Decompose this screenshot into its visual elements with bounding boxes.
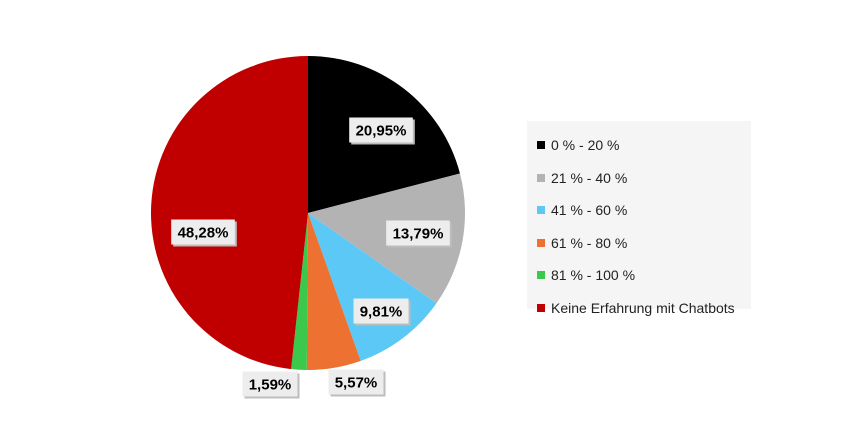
- legend-label-41-60: 41 % - 60 %: [551, 202, 628, 219]
- legend-item-21-40: 21 % - 40 %: [537, 162, 751, 195]
- legend: 0 % - 20 % 21 % - 40 % 41 % - 60 % 61 % …: [527, 121, 751, 316]
- legend-label-21-40: 21 % - 40 %: [551, 169, 628, 186]
- legend-item-81-100: 81 % - 100 %: [537, 259, 751, 292]
- legend-swatch-81-100: [537, 271, 545, 280]
- data-label-text-0-20: 20,95%: [356, 123, 407, 140]
- legend-item-41-60: 41 % - 60 %: [537, 194, 751, 227]
- legend-swatch-0-20: [537, 141, 545, 150]
- pie-slices: [150, 55, 466, 371]
- data-label-81-100: 1,59%: [242, 371, 300, 399]
- legend-label-0-20: 0 % - 20 %: [551, 137, 620, 154]
- data-label-keine-erfahrung-mit-chatbots: 48,28%: [171, 219, 237, 247]
- pie-slice-81-100: [291, 213, 308, 370]
- data-labels: 20,95% 13,79% 9,81% 5,57% 1,59% 48,28%: [171, 117, 452, 399]
- data-label-text-61-80: 5,57%: [335, 375, 378, 392]
- data-label-41-60: 9,81%: [353, 298, 411, 326]
- pie-slice-keine-erfahrung-mit-chatbots: [150, 55, 308, 370]
- legend-item-0-20: 0 % - 20 %: [537, 129, 751, 162]
- legend-swatch-keine-erfahrung: [537, 303, 545, 312]
- legend-swatch-61-80: [537, 238, 545, 247]
- legend-label-keine-erfahrung: Keine Erfahrung mit Chatbots: [551, 299, 735, 316]
- data-label-text-81-100: 1,59%: [249, 377, 292, 394]
- data-label-61-80: 5,57%: [328, 369, 386, 397]
- legend-swatch-21-40: [537, 173, 545, 182]
- data-label-text-keine-erfahrung-mit-chatbots: 48,28%: [178, 225, 229, 242]
- legend-item-61-80: 61 % - 80 %: [537, 227, 751, 260]
- data-label-21-40: 13,79%: [386, 220, 452, 248]
- legend-label-81-100: 81 % - 100 %: [551, 267, 636, 284]
- pie-slice-61-80: [306, 213, 361, 371]
- data-label-text-41-60: 9,81%: [360, 304, 403, 321]
- data-label-0-20: 20,95%: [349, 117, 415, 145]
- data-label-text-21-40: 13,79%: [393, 226, 444, 243]
- legend-label-61-80: 61 % - 80 %: [551, 234, 628, 251]
- legend-item-keine-erfahrung: Keine Erfahrung mit Chatbots: [537, 292, 751, 325]
- legend-swatch-41-60: [537, 206, 545, 215]
